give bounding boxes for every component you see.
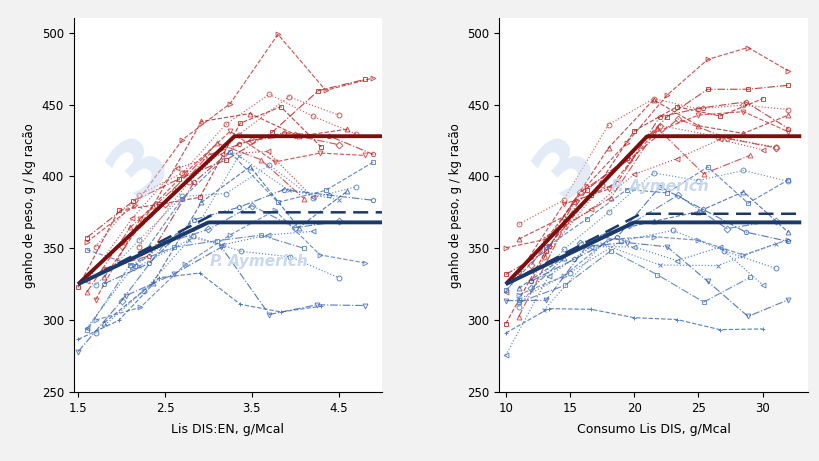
X-axis label: Consumo Lis DIS, g/Mcal: Consumo Lis DIS, g/Mcal xyxy=(576,423,730,436)
Y-axis label: ganho de peso, g / kg racão: ganho de peso, g / kg racão xyxy=(448,123,461,288)
Text: 3: 3 xyxy=(97,123,187,213)
Text: 3: 3 xyxy=(522,123,611,213)
Y-axis label: ganho de peso, g / kg racão: ganho de peso, g / kg racão xyxy=(23,123,36,288)
Text: P. Aymerich: P. Aymerich xyxy=(210,254,307,269)
X-axis label: Lis DIS:EN, g/Mcal: Lis DIS:EN, g/Mcal xyxy=(171,423,284,436)
Text: P. Aymerich: P. Aymerich xyxy=(610,179,708,194)
